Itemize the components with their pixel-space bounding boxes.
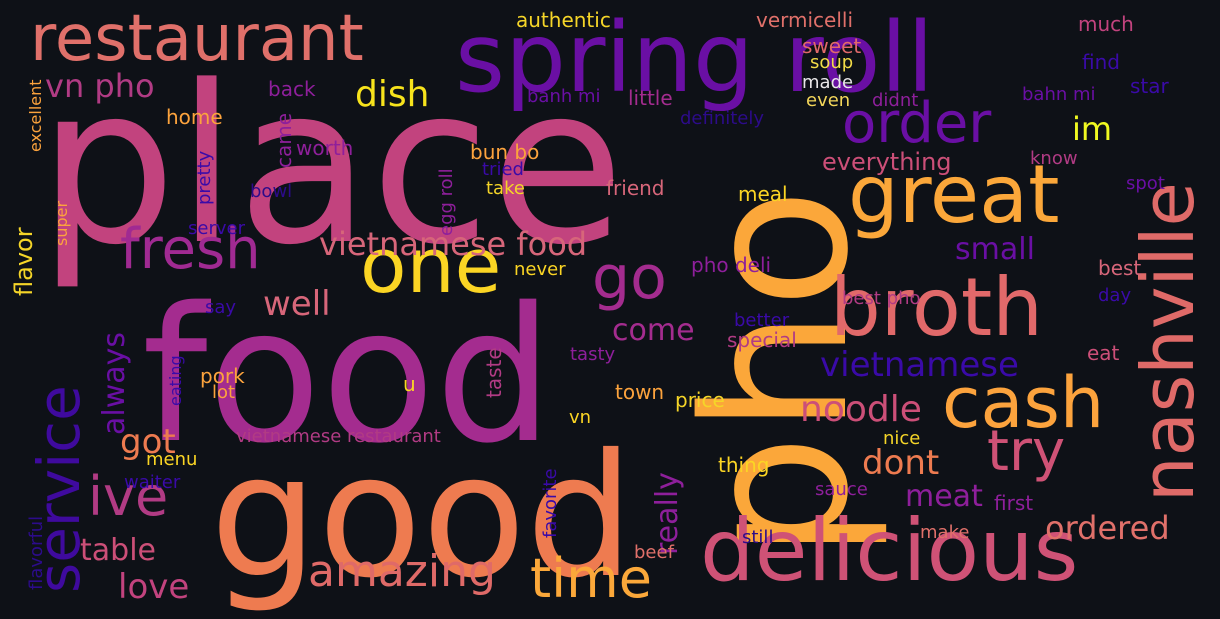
word-nashville: nashville [1126, 182, 1210, 502]
word-sweet: sweet [802, 34, 862, 58]
word-worth: worth [296, 136, 354, 160]
word-pork: pork [200, 364, 245, 388]
word-eat: eat [1087, 341, 1120, 365]
word-bahn-mi: bahn mi [1022, 84, 1096, 105]
word-ordered: ordered [1045, 509, 1170, 547]
word-nice: nice [883, 428, 921, 449]
word-im: im [1072, 110, 1113, 148]
word-restaurant: restaurant [30, 2, 364, 76]
word-take: take [486, 178, 525, 199]
word-noodle: noodle [800, 389, 922, 430]
word-know: know [1030, 148, 1078, 169]
word-vietnamese-food: vietnamese food [319, 225, 588, 263]
word-table: table [80, 533, 156, 568]
word-server: server [188, 218, 245, 239]
word-meat: meat [905, 479, 983, 514]
word-bun-bo: bun bo [470, 140, 540, 164]
word-go: go [592, 243, 667, 313]
word-beef: beef [634, 542, 674, 563]
word-tried: tried [482, 159, 524, 180]
word-best-pho: best pho [842, 288, 921, 309]
word-taste: taste [482, 347, 506, 398]
word-come: come [612, 313, 695, 348]
word-first: first [994, 491, 1034, 515]
word-came: came [272, 112, 296, 168]
word-good: good [210, 418, 634, 616]
word-special: special [727, 328, 797, 352]
word-town: town [615, 380, 665, 404]
word-dont: dont [862, 443, 940, 483]
word-vn-pho: vn pho [45, 67, 155, 105]
word-little: little [628, 86, 673, 110]
word-find: find [1082, 50, 1120, 74]
word-one: one [360, 221, 502, 310]
word-menu: menu [146, 449, 198, 470]
word-thing: thing [718, 453, 770, 477]
word-vn: vn [569, 407, 592, 428]
word-spot: spot [1126, 173, 1165, 194]
word-day: day [1098, 285, 1132, 306]
word-vermicelli: vermicelli [756, 8, 854, 32]
word-cash: cash [942, 362, 1105, 444]
word-price: price [675, 388, 725, 412]
word-soup: soup [810, 52, 854, 73]
word-order: order [842, 91, 992, 156]
word-lot: lot [212, 382, 236, 403]
word-make: make [920, 522, 970, 543]
word-banh-mi: banh mi [527, 86, 601, 107]
word-vietnamese-restaurant: vietnamese restaurant [236, 426, 441, 447]
word-ive: ive [88, 465, 169, 528]
word-made: made [802, 72, 854, 93]
word-everything: everything [822, 148, 952, 176]
word-dish: dish [355, 74, 430, 115]
word-small: small [955, 232, 1035, 267]
word-got: got [120, 422, 176, 462]
word-bowl: bowl [250, 181, 293, 202]
word-u: u [403, 372, 416, 396]
word-star: star [1130, 74, 1169, 98]
word-favorite: favorite [540, 468, 561, 538]
word-even: even [806, 90, 851, 111]
word-pretty: pretty [194, 150, 215, 205]
word-excellent: excellent [26, 79, 45, 152]
word-amazing: amazing [308, 546, 496, 597]
word-meal: meal [738, 182, 788, 206]
word-flavor: flavor [10, 227, 38, 296]
word-home: home [166, 105, 223, 129]
word-never: never [514, 259, 566, 280]
word-back: back [268, 77, 316, 101]
word-great: great [848, 148, 1060, 241]
word-best: best [1098, 256, 1142, 280]
word-much: much [1078, 12, 1134, 36]
word-pho-deli: pho deli [691, 253, 772, 277]
word-always: always [97, 331, 132, 435]
word-tasty: tasty [570, 344, 616, 365]
word-still: still [742, 527, 774, 548]
word-friend: friend [606, 176, 665, 200]
word-broth: broth [830, 261, 1043, 354]
word-spring-roll: spring roll [455, 2, 934, 114]
word-delicious: delicious [700, 501, 1079, 601]
word-fresh: fresh [120, 217, 261, 282]
word-food: food [142, 267, 554, 484]
word-love: love [118, 567, 190, 607]
word-try: try [987, 419, 1066, 484]
word-flavorful: flavorful [26, 515, 47, 590]
word-better: better [734, 310, 790, 331]
word-definitely: definitely [680, 108, 765, 129]
word-vietnamese: vietnamese [820, 345, 1019, 385]
word-egg-roll: egg roll [436, 168, 457, 236]
word-super: super [52, 200, 71, 246]
word-place: place [38, 40, 625, 293]
word-authentic: authentic [516, 8, 611, 32]
word-sauce: sauce [815, 479, 868, 500]
word-waiter: waiter [124, 472, 181, 493]
word-didnt: didnt [872, 90, 919, 111]
word-time: time [530, 547, 653, 610]
word-eating: eating [166, 355, 185, 406]
word-say: say [205, 297, 237, 318]
word-well: well [263, 284, 331, 324]
